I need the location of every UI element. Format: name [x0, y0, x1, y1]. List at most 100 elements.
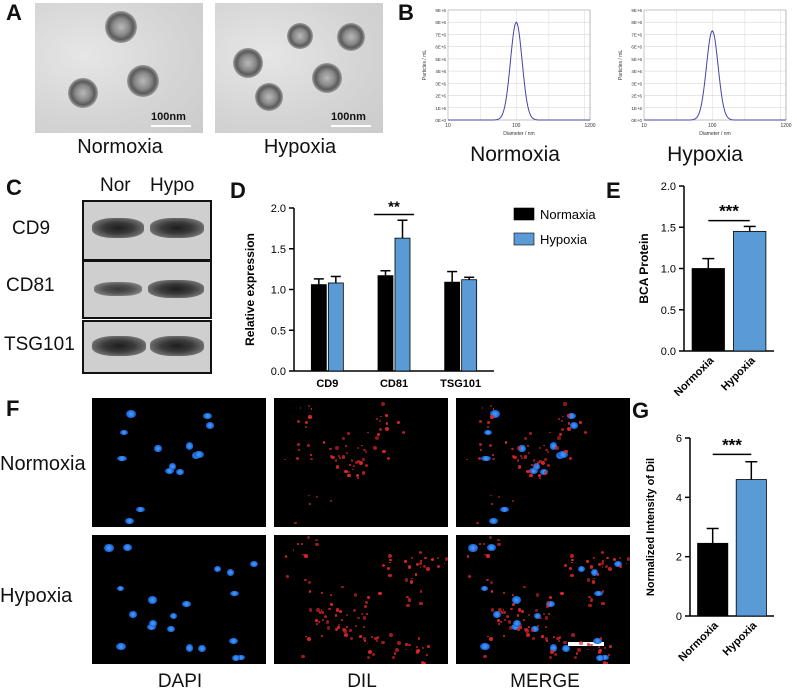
x-tick-label: 10: [641, 123, 647, 129]
dil-puncta: [349, 463, 351, 466]
dil-puncta: [315, 607, 320, 612]
dil-puncta: [502, 635, 505, 637]
dil-puncta: [478, 420, 482, 424]
dil-puncta: [503, 592, 506, 595]
blot-row-label-cd81: CD81: [6, 275, 55, 296]
dil-puncta: [294, 521, 297, 525]
dil-puncta: [486, 420, 490, 424]
dil-puncta: [520, 456, 524, 459]
dil-puncta: [422, 662, 426, 664]
dil-puncta: [315, 538, 318, 542]
dil-puncta: [490, 415, 494, 419]
dil-puncta: [361, 471, 366, 475]
lane-label-nor: Nor: [100, 175, 131, 196]
dil-puncta: [316, 623, 319, 625]
dil-puncta: [407, 598, 411, 602]
dil-puncta: [351, 468, 354, 471]
nucleus: [198, 645, 207, 653]
dil-puncta: [548, 613, 550, 616]
dil-puncta: [518, 625, 522, 630]
dil-puncta: [607, 567, 612, 571]
dil-puncta: [379, 420, 381, 423]
dil-puncta: [321, 618, 325, 622]
dil-puncta: [590, 643, 593, 647]
dil-puncta: [537, 473, 541, 477]
image-merge-normoxia: [456, 398, 630, 527]
dil-puncta: [342, 629, 347, 633]
dil-puncta: [331, 455, 335, 460]
y-tick-label: 2: [676, 552, 682, 564]
nucleus: [165, 467, 175, 474]
dil-puncta: [355, 460, 359, 464]
dil-puncta: [296, 442, 301, 447]
dil-puncta: [436, 557, 440, 560]
x-tick-label: CD9: [316, 378, 338, 390]
dil-puncta: [601, 601, 605, 606]
nucleus: [593, 637, 603, 644]
dil-puncta: [363, 448, 366, 452]
dil-puncta: [573, 655, 577, 659]
dil-puncta: [546, 605, 549, 608]
dil-puncta: [517, 608, 522, 613]
dil-puncta: [547, 464, 551, 468]
y-tick-label: 4E+6: [631, 69, 642, 74]
dil-puncta: [362, 615, 367, 620]
dil-puncta: [485, 553, 490, 558]
nucleus: [168, 462, 177, 471]
dil-puncta: [586, 648, 589, 651]
dil-puncta: [381, 449, 386, 454]
dil-puncta: [342, 436, 346, 441]
dil-puncta: [523, 585, 526, 589]
x-tick-label: TSG101: [440, 378, 481, 390]
dil-puncta: [592, 577, 595, 580]
western-blot-cd81: [82, 260, 212, 319]
bar: [691, 268, 725, 352]
nta-chart-normoxia: 0E+0 1E+6 2E+6 3E+6 4E+6 5E+6 6E+6 7E+6 8E+6 9E+6…: [422, 8, 596, 137]
dil-puncta: [601, 589, 605, 593]
dil-puncta: [507, 620, 512, 624]
nucleus: [483, 429, 493, 436]
dil-puncta: [534, 608, 538, 612]
bar-chart-g: 0 2 4 6 Normalized Intensity of Dil Normoxia H…: [645, 433, 774, 664]
bar: [735, 479, 767, 617]
dil-puncta: [607, 654, 610, 656]
dil-puncta: [353, 593, 357, 597]
tem-image-hypoxia: 100nm: [215, 3, 383, 133]
dil-puncta: [379, 428, 383, 432]
dil-puncta: [602, 661, 607, 664]
nucleus: [125, 518, 134, 525]
y-tick-label: 1.5: [271, 244, 286, 256]
dil-puncta: [485, 554, 487, 557]
dil-puncta: [335, 464, 340, 469]
dil-puncta: [497, 538, 500, 542]
dil-puncta: [618, 564, 622, 569]
dil-puncta: [342, 627, 346, 631]
dil-puncta: [295, 456, 300, 461]
dil-puncta: [420, 559, 423, 562]
y-tick-label: 0.5: [661, 305, 676, 317]
dil-puncta: [284, 458, 287, 461]
dil-puncta: [547, 600, 551, 604]
dil-puncta: [570, 554, 574, 558]
dil-puncta: [404, 578, 408, 582]
dil-puncta: [559, 433, 563, 437]
nucleus: [116, 585, 125, 591]
nucleus: [468, 543, 478, 552]
dil-puncta: [555, 446, 560, 451]
y-tick-label: 2E+6: [631, 94, 642, 99]
dil-puncta: [336, 625, 340, 630]
dil-puncta: [362, 636, 367, 641]
dil-puncta: [338, 456, 342, 459]
dil-puncta: [592, 556, 596, 560]
dil-puncta: [511, 602, 515, 606]
dil-puncta: [299, 406, 302, 409]
dil-puncta: [385, 422, 389, 425]
dil-puncta: [537, 460, 541, 464]
dil-puncta: [416, 649, 421, 654]
x-tick-label: 100: [708, 123, 717, 129]
dil-puncta: [490, 502, 494, 506]
dil-puncta: [549, 431, 551, 434]
nucleus: [214, 565, 222, 572]
x-tick-label: Hypoxia: [721, 619, 760, 658]
bar: [697, 542, 729, 617]
